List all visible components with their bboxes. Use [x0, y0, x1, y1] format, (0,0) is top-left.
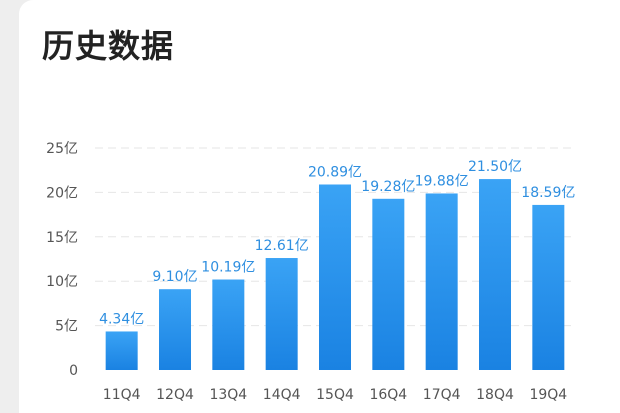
x-tick-label: 11Q4	[103, 387, 141, 403]
x-axis-ticks: 11Q4 12Q4 13Q4 14Q4 15Q4 16Q4 17Q4 18Q4 19Q4	[103, 387, 568, 403]
value-label: 19.28亿	[361, 179, 415, 195]
value-label: 21.50亿	[468, 159, 522, 175]
x-tick-label: 16Q4	[369, 387, 407, 403]
y-tick-label: 25亿	[46, 141, 78, 157]
bar-12q4	[159, 289, 191, 370]
x-tick-label: 19Q4	[529, 387, 567, 403]
bar-15q4	[319, 184, 351, 370]
value-label: 9.10亿	[152, 269, 197, 285]
x-tick-label: 17Q4	[423, 387, 461, 403]
page-title: 历史数据	[42, 27, 175, 65]
value-label: 18.59亿	[521, 185, 575, 201]
x-tick-label: 12Q4	[156, 387, 194, 403]
bar-18q4	[479, 179, 511, 370]
bar-19q4	[532, 204, 565, 370]
value-label: 19.88亿	[415, 173, 469, 189]
bars	[105, 179, 565, 370]
y-axis-ticks: 0 5亿 10亿 15亿 20亿 25亿	[46, 141, 78, 379]
y-tick-label: 0	[69, 363, 78, 379]
value-label: 4.34亿	[99, 311, 144, 327]
x-tick-label: 15Q4	[316, 387, 354, 403]
bar-13q4	[212, 279, 245, 370]
x-tick-label: 18Q4	[476, 387, 514, 403]
value-label: 12.61亿	[255, 238, 309, 254]
value-label: 10.19亿	[201, 260, 255, 276]
bar-11q4	[105, 331, 138, 370]
bar-17q4	[425, 193, 458, 370]
value-label: 20.89亿	[308, 164, 362, 180]
x-tick-label: 14Q4	[263, 387, 301, 403]
y-tick-label: 5亿	[55, 319, 78, 335]
x-tick-label: 13Q4	[209, 387, 247, 403]
y-tick-label: 20亿	[46, 185, 78, 201]
bar-16q4	[372, 198, 405, 370]
y-tick-label: 15亿	[46, 230, 78, 246]
y-tick-label: 10亿	[46, 274, 78, 290]
bar-14q4	[265, 258, 298, 370]
